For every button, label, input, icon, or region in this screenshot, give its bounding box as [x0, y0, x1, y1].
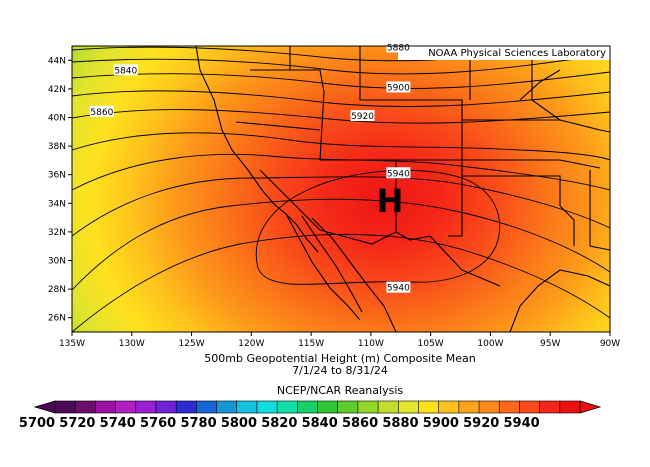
longitude-axis: 135W 130W 125W 120W 115W 110W 105W 100W 95W 90W: [59, 332, 620, 349]
lat-tick-label: 28N: [48, 285, 66, 295]
colorbar-swatch: [438, 400, 460, 414]
contour-label-bg: [89, 105, 114, 117]
lat-tick-label: 34N: [48, 199, 66, 209]
contour-value-labels: 5840 5860 5880 5900 5920 5940 5940: [89, 41, 411, 294]
lon-tick-label: 100W: [477, 339, 503, 349]
colorbar-swatch: [276, 400, 298, 414]
colorbar-swatch: [256, 400, 278, 414]
height-field: [72, 46, 610, 332]
contour-label-bg: [386, 41, 411, 53]
colorbar-label: 5740: [100, 416, 136, 431]
lon-tick-label: 130W: [119, 339, 145, 349]
colorbar-label: 5940: [504, 416, 540, 431]
lon-tick-label: 125W: [179, 339, 205, 349]
contour-label-bg: [386, 81, 411, 93]
high-pressure-marker: H: [377, 182, 404, 220]
colorbar-label: 5840: [302, 416, 338, 431]
colorbar-swatch: [458, 400, 480, 414]
lon-tick-label: 110W: [358, 339, 384, 349]
colorbar-swatch: [377, 400, 399, 414]
lat-tick-label: 30N: [48, 257, 66, 267]
lat-tick-label: 36N: [48, 171, 66, 181]
lat-tick-label: 42N: [48, 85, 66, 95]
colorbar-label: 5700: [19, 416, 55, 431]
colorbar-swatch: [74, 400, 96, 414]
colorbar-swatch: [297, 400, 319, 414]
colorbar-swatch: [357, 400, 379, 414]
caption-title: 500mb Geopotential Height (m) Composite …: [204, 352, 475, 365]
colorbar-swatch: [216, 400, 238, 414]
colorbar-swatch: [196, 400, 218, 414]
colorbar-swatch: [397, 400, 420, 414]
lat-tick-label: 32N: [48, 228, 66, 238]
lat-tick-label: 44N: [48, 56, 66, 66]
contour-label: 5900: [387, 83, 410, 93]
lon-tick-label: 135W: [59, 339, 85, 349]
colorbar-labels: 5700 5720 5740 5760 5780 5800 5820 5840 5860 5880…: [19, 416, 540, 431]
colorbar-label: 5920: [463, 416, 499, 431]
lon-tick-label: 90W: [600, 339, 620, 349]
colorbar-arrow-left: [33, 400, 56, 414]
colorbar-label: 5720: [59, 416, 95, 431]
contour-label-bg: [350, 110, 375, 122]
colorbar-swatch: [54, 400, 76, 414]
colorbar-swatch: [155, 400, 177, 414]
colorbar-swatch: [135, 400, 157, 414]
colorbar-label: 5880: [382, 416, 418, 431]
contour-label: 5840: [114, 66, 137, 76]
colorbar-label: 5820: [261, 416, 297, 431]
colorbar-arrow-right: [579, 400, 602, 414]
credit-box: [398, 46, 610, 60]
colorbar-label: 5800: [221, 416, 257, 431]
contour-label: 5920: [351, 112, 374, 122]
contour-label-bg: [113, 64, 138, 76]
lon-tick-label: 95W: [540, 339, 560, 349]
lon-tick-label: 115W: [298, 339, 324, 349]
colorbar-swatch: [236, 400, 258, 414]
contour-label: 5940: [387, 284, 410, 294]
colorbar-swatch: [337, 400, 359, 414]
colorbar-swatch: [519, 400, 541, 414]
colorbar-label: 5780: [180, 416, 216, 431]
contour-label: 5880: [387, 43, 410, 53]
latitude-axis: 44N 42N 40N 38N 36N 34N 32N 30N 28N 26N: [48, 56, 72, 324]
colorbar: [33, 400, 602, 414]
lon-tick-label: 105W: [418, 339, 444, 349]
colorbar-swatch: [95, 400, 117, 414]
contour-lines: [72, 46, 610, 332]
colorbar-label: 5860: [342, 416, 378, 431]
lat-tick-label: 40N: [48, 114, 66, 124]
caption-date-range: 7/1/24 to 8/31/24: [292, 364, 388, 377]
contour-label-bg: [386, 281, 411, 293]
lon-tick-label: 120W: [238, 339, 264, 349]
colorbar-label: 5900: [423, 416, 459, 431]
colorbar-swatch: [539, 400, 561, 414]
contour-label: 5860: [90, 108, 113, 118]
colorbar-swatch: [498, 400, 521, 414]
colorbar-swatch: [175, 400, 197, 414]
state-and-coast-outlines: [195, 46, 610, 332]
map-panel: NOAA Physical Sciences Laboratory H 5840…: [71, 41, 611, 333]
contour-label: 5940: [387, 169, 410, 179]
credit-label: NOAA Physical Sciences Laboratory: [428, 48, 606, 59]
colorbar-swatch: [418, 400, 440, 414]
caption-source: NCEP/NCAR Reanalysis: [277, 384, 403, 397]
colorbar-swatch: [559, 400, 581, 414]
contour-label-bg: [386, 167, 411, 179]
colorbar-label: 5760: [140, 416, 176, 431]
colorbar-swatch: [478, 400, 500, 414]
map-frame: [71, 45, 611, 333]
colorbar-swatch: [115, 400, 137, 414]
colorbar-swatch: [317, 400, 339, 414]
lat-tick-label: 38N: [48, 142, 66, 152]
lat-tick-label: 26N: [48, 314, 66, 324]
